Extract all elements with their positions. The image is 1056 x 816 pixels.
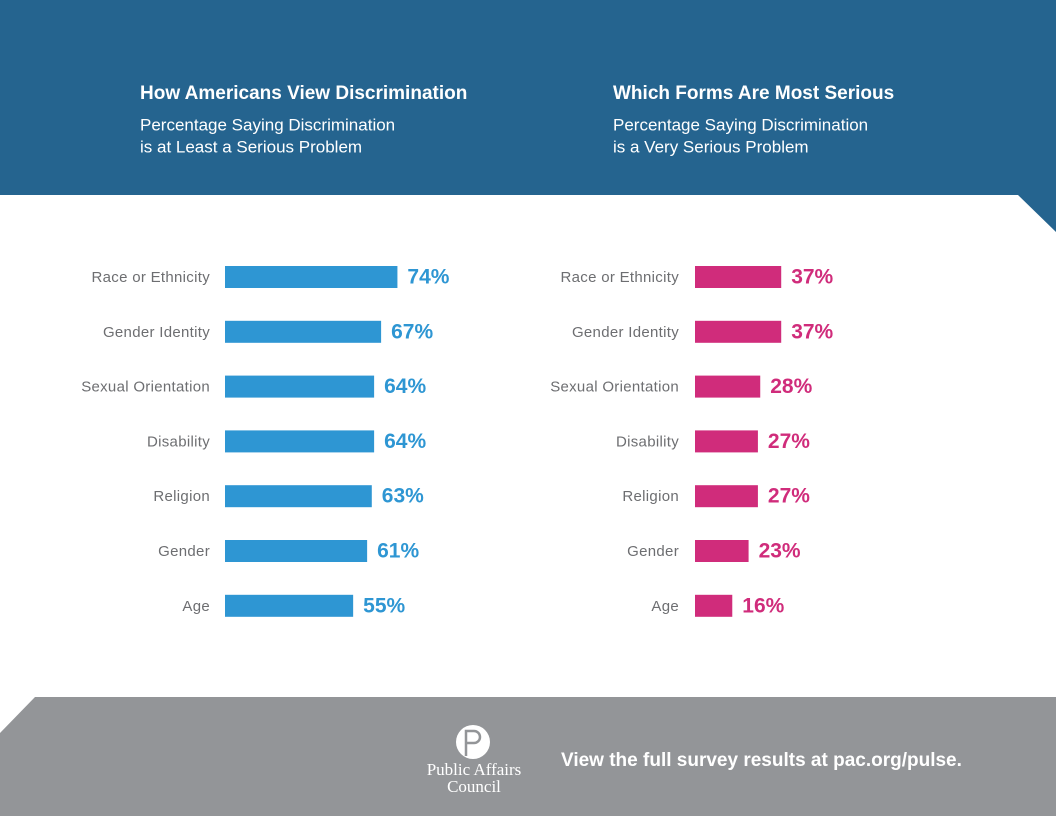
category-label: Race or Ethnicity [561,269,680,286]
value-label: 64% [384,430,426,453]
chart-title: How Americans View Discrimination [140,83,467,104]
bar [695,485,758,508]
category-label: Sexual Orientation [81,379,210,396]
chart-subtitle: is at Least a Serious Problem [140,137,362,156]
header-band [0,0,1056,232]
category-label: Gender Identity [572,324,679,341]
bar [225,320,382,343]
bar [225,430,375,453]
footer-text: View the full survey results at pac.org/… [561,750,962,771]
category-label: Gender [627,543,679,560]
logo-text: Council [447,777,501,796]
value-label: 23% [759,540,801,563]
bar [695,430,758,453]
chart-subtitle: is a Very Serious Problem [613,137,809,156]
category-label: Gender Identity [103,324,210,341]
chart-title: Which Forms Are Most Serious [613,83,894,104]
value-label: 74% [407,266,449,289]
bar [225,540,368,562]
bar [695,266,782,288]
category-label: Race or Ethnicity [92,269,211,286]
category-label: Disability [147,433,210,450]
logo-mark [464,729,482,756]
value-label: 37% [791,266,833,289]
category-label: Religion [622,488,679,505]
footer-band [0,697,1056,816]
value-label: 27% [768,485,810,508]
value-label: 64% [384,375,426,398]
bar [225,594,354,617]
bar [695,320,782,343]
bar [695,375,761,398]
category-label: Religion [153,488,210,505]
bar [225,485,372,508]
category-label: Gender [158,543,210,560]
category-label: Age [182,598,210,615]
bar [695,594,733,617]
value-label: 61% [377,540,419,563]
value-label: 37% [791,320,833,343]
value-label: 27% [768,430,810,453]
category-label: Age [651,598,679,615]
category-label: Sexual Orientation [550,379,679,396]
value-label: 67% [391,320,433,343]
chart-subtitle: Percentage Saying Discrimination [613,115,868,134]
logo-text: Public Affairs [427,760,522,779]
chart-subtitle: Percentage Saying Discrimination [140,115,395,134]
category-label: Disability [616,433,679,450]
value-label: 16% [742,594,784,617]
value-label: 63% [382,485,424,508]
bar [225,266,398,288]
value-label: 55% [363,594,405,617]
bar [225,375,375,398]
value-label: 28% [770,375,812,398]
bar [695,540,749,562]
